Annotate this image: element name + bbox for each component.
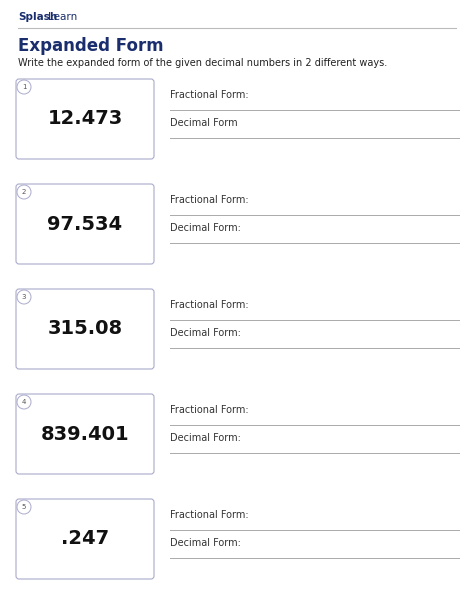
Text: Fractional Form:: Fractional Form: — [170, 510, 249, 520]
Text: 12.473: 12.473 — [47, 110, 123, 129]
Text: 315.08: 315.08 — [47, 319, 123, 338]
Circle shape — [17, 185, 31, 199]
Text: Decimal Form:: Decimal Form: — [170, 538, 241, 548]
Circle shape — [17, 290, 31, 304]
FancyBboxPatch shape — [16, 289, 154, 369]
Text: Decimal Form:: Decimal Form: — [170, 328, 241, 338]
Text: Fractional Form:: Fractional Form: — [170, 90, 249, 100]
Text: Decimal Form:: Decimal Form: — [170, 433, 241, 443]
Text: 4: 4 — [22, 399, 26, 405]
Circle shape — [17, 500, 31, 514]
Text: Splash: Splash — [18, 12, 57, 22]
FancyBboxPatch shape — [16, 184, 154, 264]
Text: Decimal Form: Decimal Form — [170, 118, 237, 128]
Text: Learn: Learn — [48, 12, 77, 22]
Text: Expanded Form: Expanded Form — [18, 37, 164, 55]
FancyBboxPatch shape — [16, 79, 154, 159]
Text: 97.534: 97.534 — [47, 215, 123, 234]
Text: Write the expanded form of the given decimal numbers in 2 different ways.: Write the expanded form of the given dec… — [18, 58, 387, 68]
Circle shape — [17, 80, 31, 94]
FancyBboxPatch shape — [16, 499, 154, 579]
Text: Decimal Form:: Decimal Form: — [170, 223, 241, 233]
Text: Fractional Form:: Fractional Form: — [170, 300, 249, 310]
FancyBboxPatch shape — [16, 394, 154, 474]
Text: Fractional Form:: Fractional Form: — [170, 405, 249, 415]
Text: 2: 2 — [22, 189, 26, 195]
Text: .247: .247 — [61, 530, 109, 549]
Text: 5: 5 — [22, 504, 26, 510]
Text: 839.401: 839.401 — [41, 424, 129, 443]
Text: 3: 3 — [22, 294, 26, 300]
Circle shape — [17, 395, 31, 409]
Text: 1: 1 — [22, 84, 26, 90]
Text: Fractional Form:: Fractional Form: — [170, 195, 249, 205]
